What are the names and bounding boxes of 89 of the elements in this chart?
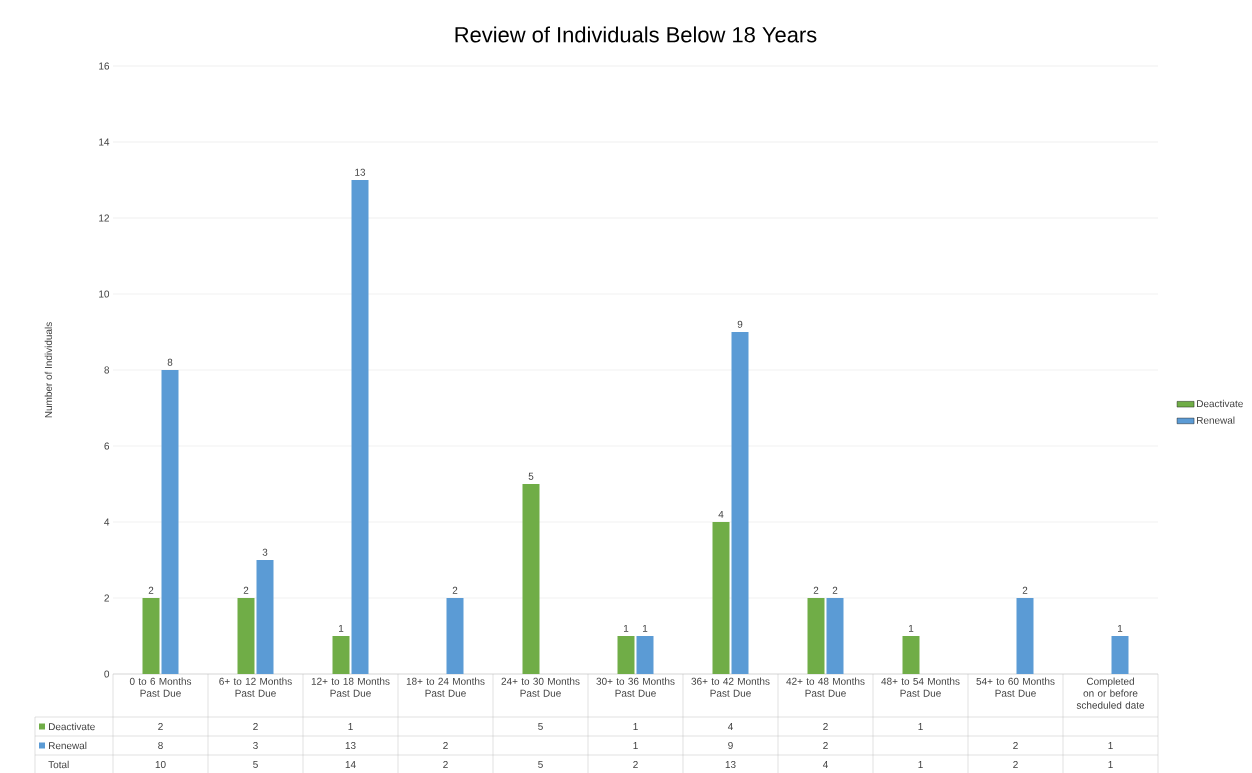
- x-tick-label: 18+ to 24 Months Past Due: [406, 677, 485, 697]
- annotation: 2: [813, 586, 819, 594]
- data-label: 1: [918, 723, 923, 730]
- annotation: 2: [832, 586, 838, 594]
- annotation: 2: [243, 586, 249, 594]
- text: 2: [633, 761, 638, 768]
- x-tick-label: 48+ to 54 Months Past Due: [881, 677, 960, 697]
- annotation: 2: [148, 586, 154, 594]
- annotation: 1: [624, 624, 629, 632]
- text: 5: [253, 761, 258, 768]
- data-label: 5: [538, 723, 543, 730]
- bar: [446, 598, 464, 674]
- data-label: 13: [345, 741, 356, 750]
- annotation: 5: [528, 472, 534, 480]
- y-tick-label: 2: [104, 594, 109, 602]
- text: 13: [725, 760, 736, 769]
- bar: [807, 598, 825, 674]
- bar: [731, 332, 749, 674]
- bar: [256, 560, 274, 674]
- data-label: 2: [823, 742, 828, 749]
- bar: [902, 636, 920, 674]
- text: 5: [538, 761, 543, 768]
- x-tick-label: 24+ to 30 Months Past Due: [501, 677, 580, 697]
- y-tick-label: 8: [104, 366, 110, 374]
- annotation: 1: [1118, 624, 1123, 632]
- text: 2: [443, 761, 448, 768]
- text: Total: [48, 760, 69, 769]
- annotation: 1: [338, 624, 344, 632]
- text: 1: [918, 761, 923, 768]
- data-label: 2: [823, 723, 828, 730]
- y-axis-title: Number of Individuals: [44, 322, 53, 418]
- text: Renewal: [49, 741, 87, 750]
- annotation: 2: [452, 586, 458, 594]
- annotation: 13: [355, 168, 366, 176]
- annotation: 1: [909, 624, 914, 632]
- bar: [161, 370, 179, 674]
- bar: [1016, 598, 1034, 674]
- text: 2: [1013, 761, 1018, 768]
- x-tick-label: 6+ to 12 Months Past Due: [219, 677, 292, 697]
- legend-label: Deactivate: [49, 722, 95, 731]
- data-label: 2: [158, 723, 163, 730]
- y-tick-label: 4: [104, 518, 110, 526]
- text: 1: [1108, 761, 1113, 768]
- y-tick-label: 10: [99, 290, 110, 298]
- data-label: 9: [728, 741, 733, 750]
- y-tick-label: 16: [99, 62, 110, 70]
- x-tick-label: 12+ to 18 Months Past Due: [311, 677, 390, 697]
- y-tick-label: 12: [99, 214, 109, 222]
- y-tick-label: 6: [104, 442, 110, 450]
- data-label: 1: [633, 723, 638, 730]
- data-label: 2: [253, 723, 258, 730]
- text: Deactivate: [1197, 399, 1243, 408]
- x-tick-label: 0 to 6 Months Past Due: [129, 677, 192, 697]
- annotation: 2: [1022, 586, 1028, 594]
- annotation: 9: [737, 320, 743, 328]
- y-tick-label: 14: [99, 138, 110, 146]
- data-label: 2: [1013, 742, 1018, 749]
- data-label: 1: [633, 742, 638, 749]
- bar: [636, 636, 654, 674]
- data-label: 8: [158, 741, 163, 750]
- bar: [1111, 636, 1129, 674]
- bar: [332, 636, 350, 674]
- bar: [142, 598, 160, 674]
- annotation: 1: [643, 624, 648, 632]
- bar: [826, 598, 844, 674]
- data-label: 1: [1108, 742, 1113, 749]
- text: 14: [345, 761, 356, 768]
- data-label: 4: [727, 723, 733, 730]
- bar: [522, 484, 540, 674]
- bar: [712, 522, 730, 674]
- annotation: 8: [167, 358, 173, 366]
- annotation: 3: [262, 548, 268, 556]
- data-label: 3: [253, 741, 258, 750]
- data-label: 2: [443, 742, 448, 749]
- x-tick-label: 54+ to 60 Months Past Due: [976, 677, 1055, 697]
- y-tick-label: 0: [104, 670, 110, 678]
- chart-title: Review of Individuals Below 18 Years: [455, 26, 817, 43]
- annotation: 4: [718, 510, 724, 518]
- x-tick-label: Completed on or before scheduled date: [1076, 677, 1145, 709]
- data-label: 1: [348, 723, 353, 730]
- x-tick-label: 36+ to 42 Months Past Due: [691, 677, 770, 697]
- legend-label: Renewal: [1197, 416, 1235, 424]
- text: 10: [155, 760, 166, 769]
- x-tick-label: 42+ to 48 Months Past Due: [786, 677, 865, 697]
- x-tick-label: 30+ to 36 Months Past Due: [596, 677, 675, 697]
- text: 4: [822, 761, 828, 768]
- bar: [351, 180, 369, 674]
- bar: [237, 598, 255, 674]
- bar: [617, 636, 635, 674]
